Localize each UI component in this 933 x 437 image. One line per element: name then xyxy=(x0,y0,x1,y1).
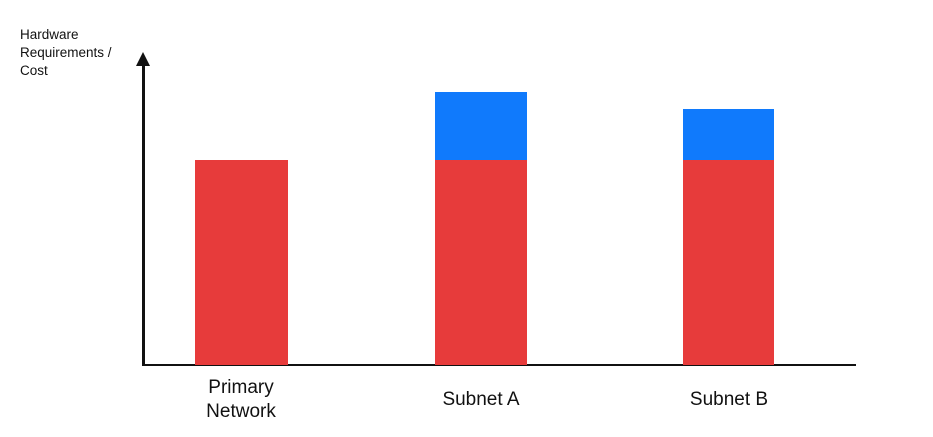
x-tick-label-text: Primary Network xyxy=(206,377,276,422)
x-tick-label-primary-network: Primary Network xyxy=(166,372,316,428)
bar-subnet-a xyxy=(435,92,527,365)
bar-segment-red-base-segment xyxy=(683,160,774,365)
y-axis-line xyxy=(142,64,145,366)
y-axis-label: Hardware Requirements / Cost xyxy=(20,27,112,78)
bar-segment-red-base-segment xyxy=(195,160,288,365)
bar-segment-blue-stacked-segment xyxy=(435,92,527,160)
x-tick-label-subnet-a: Subnet A xyxy=(406,372,556,428)
bar-primary-network xyxy=(195,160,288,365)
x-tick-label-subnet-b: Subnet B xyxy=(654,372,804,428)
bar-segment-blue-stacked-segment xyxy=(683,109,774,160)
x-tick-label-text: Subnet B xyxy=(689,389,769,410)
y-axis-arrowhead-icon xyxy=(136,52,150,66)
bar-segment-red-base-segment xyxy=(435,160,527,365)
x-tick-label-text: Subnet A xyxy=(442,389,520,410)
bar-subnet-b xyxy=(683,109,774,365)
